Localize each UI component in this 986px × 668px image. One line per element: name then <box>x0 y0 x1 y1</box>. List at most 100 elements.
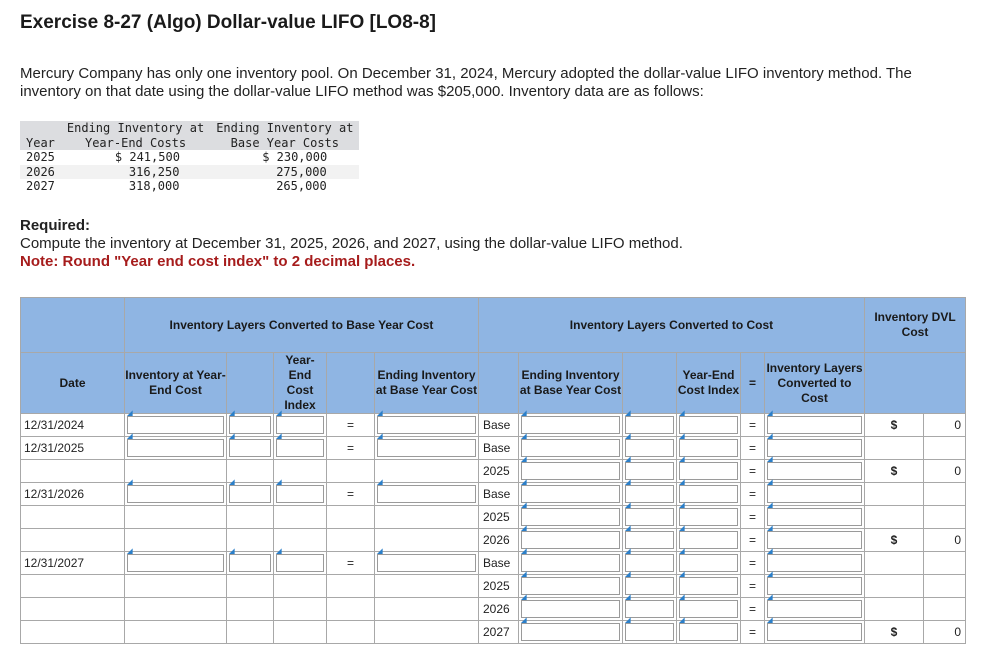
layer-index-cell-input[interactable] <box>679 485 738 503</box>
operator-cell-input[interactable] <box>625 577 674 595</box>
operator-cell-input[interactable] <box>625 554 674 572</box>
ending-base-cell[interactable] <box>374 436 479 460</box>
inventory-year-end-cell-input[interactable] <box>127 439 224 457</box>
yec-index-cell-input[interactable] <box>276 439 324 457</box>
operator-cell-input[interactable] <box>625 416 674 434</box>
yec-index-cell-input[interactable] <box>276 485 324 503</box>
layer-index-cell-input[interactable] <box>679 439 738 457</box>
yec-index-cell[interactable] <box>273 551 327 575</box>
inventory-year-end-cell-input[interactable] <box>127 416 224 434</box>
operator-cell[interactable] <box>226 436 274 460</box>
ending-base-cell[interactable] <box>374 482 479 506</box>
layer-cost-cell-input[interactable] <box>767 623 862 641</box>
layer-index-cell[interactable] <box>676 459 741 483</box>
operator-cell-input[interactable] <box>625 485 674 503</box>
layer-cost-cell-input[interactable] <box>767 577 862 595</box>
layer-base-cost-cell[interactable] <box>518 436 623 460</box>
layer-cost-cell-input[interactable] <box>767 416 862 434</box>
layer-index-cell[interactable] <box>676 505 741 529</box>
operator-cell-input[interactable] <box>625 462 674 480</box>
layer-index-cell[interactable] <box>676 551 741 575</box>
layer-index-cell-input[interactable] <box>679 600 738 618</box>
operator-cell-input[interactable] <box>229 439 271 457</box>
operator-cell[interactable] <box>622 528 677 552</box>
ending-base-cell[interactable] <box>374 413 479 437</box>
layer-base-cost-cell-input[interactable] <box>521 508 620 526</box>
layer-base-cost-cell-input[interactable] <box>521 531 620 549</box>
layer-base-cost-cell[interactable] <box>518 413 623 437</box>
ending-base-cell[interactable] <box>374 551 479 575</box>
layer-cost-cell[interactable] <box>764 436 865 460</box>
layer-cost-cell-input[interactable] <box>767 485 862 503</box>
layer-cost-cell-input[interactable] <box>767 531 862 549</box>
operator-cell-input[interactable] <box>625 508 674 526</box>
layer-index-cell-input[interactable] <box>679 508 738 526</box>
operator-cell-input[interactable] <box>625 623 674 641</box>
layer-index-cell[interactable] <box>676 597 741 621</box>
layer-index-cell[interactable] <box>676 528 741 552</box>
inventory-year-end-cell[interactable] <box>124 551 227 575</box>
layer-index-cell-input[interactable] <box>679 531 738 549</box>
operator-cell-input[interactable] <box>229 416 271 434</box>
layer-cost-cell-input[interactable] <box>767 462 862 480</box>
layer-base-cost-cell[interactable] <box>518 574 623 598</box>
operator-cell[interactable] <box>622 620 677 644</box>
layer-index-cell-input[interactable] <box>679 577 738 595</box>
layer-base-cost-cell[interactable] <box>518 551 623 575</box>
layer-index-cell[interactable] <box>676 620 741 644</box>
layer-cost-cell[interactable] <box>764 459 865 483</box>
inventory-year-end-cell-input[interactable] <box>127 554 224 572</box>
yec-index-cell[interactable] <box>273 436 327 460</box>
layer-base-cost-cell-input[interactable] <box>521 439 620 457</box>
operator-cell[interactable] <box>622 413 677 437</box>
yec-index-cell[interactable] <box>273 482 327 506</box>
layer-base-cost-cell-input[interactable] <box>521 554 620 572</box>
yec-index-cell-input[interactable] <box>276 554 324 572</box>
layer-index-cell-input[interactable] <box>679 623 738 641</box>
layer-base-cost-cell-input[interactable] <box>521 416 620 434</box>
operator-cell-input[interactable] <box>625 600 674 618</box>
layer-base-cost-cell-input[interactable] <box>521 623 620 641</box>
operator-cell[interactable] <box>226 551 274 575</box>
layer-cost-cell[interactable] <box>764 574 865 598</box>
layer-index-cell[interactable] <box>676 574 741 598</box>
operator-cell-input[interactable] <box>625 531 674 549</box>
layer-cost-cell[interactable] <box>764 482 865 506</box>
layer-cost-cell-input[interactable] <box>767 439 862 457</box>
layer-cost-cell[interactable] <box>764 620 865 644</box>
layer-cost-cell-input[interactable] <box>767 508 862 526</box>
yec-index-cell-input[interactable] <box>276 416 324 434</box>
inventory-year-end-cell[interactable] <box>124 482 227 506</box>
operator-cell-input[interactable] <box>229 554 271 572</box>
layer-index-cell-input[interactable] <box>679 462 738 480</box>
yec-index-cell[interactable] <box>273 413 327 437</box>
layer-base-cost-cell[interactable] <box>518 597 623 621</box>
layer-cost-cell-input[interactable] <box>767 554 862 572</box>
layer-base-cost-cell-input[interactable] <box>521 577 620 595</box>
operator-cell[interactable] <box>622 505 677 529</box>
layer-base-cost-cell-input[interactable] <box>521 462 620 480</box>
layer-base-cost-cell[interactable] <box>518 528 623 552</box>
layer-cost-cell[interactable] <box>764 528 865 552</box>
operator-cell-input[interactable] <box>229 485 271 503</box>
layer-index-cell[interactable] <box>676 482 741 506</box>
layer-cost-cell-input[interactable] <box>767 600 862 618</box>
layer-base-cost-cell-input[interactable] <box>521 600 620 618</box>
layer-index-cell-input[interactable] <box>679 554 738 572</box>
ending-base-cell-input[interactable] <box>377 554 476 572</box>
operator-cell[interactable] <box>226 482 274 506</box>
inventory-year-end-cell[interactable] <box>124 436 227 460</box>
operator-cell-input[interactable] <box>625 439 674 457</box>
layer-cost-cell[interactable] <box>764 597 865 621</box>
layer-base-cost-cell[interactable] <box>518 459 623 483</box>
layer-index-cell-input[interactable] <box>679 416 738 434</box>
layer-cost-cell[interactable] <box>764 551 865 575</box>
layer-base-cost-cell[interactable] <box>518 505 623 529</box>
layer-cost-cell[interactable] <box>764 505 865 529</box>
inventory-year-end-cell[interactable] <box>124 413 227 437</box>
ending-base-cell-input[interactable] <box>377 439 476 457</box>
layer-base-cost-cell-input[interactable] <box>521 485 620 503</box>
layer-index-cell[interactable] <box>676 436 741 460</box>
ending-base-cell-input[interactable] <box>377 416 476 434</box>
layer-cost-cell[interactable] <box>764 413 865 437</box>
